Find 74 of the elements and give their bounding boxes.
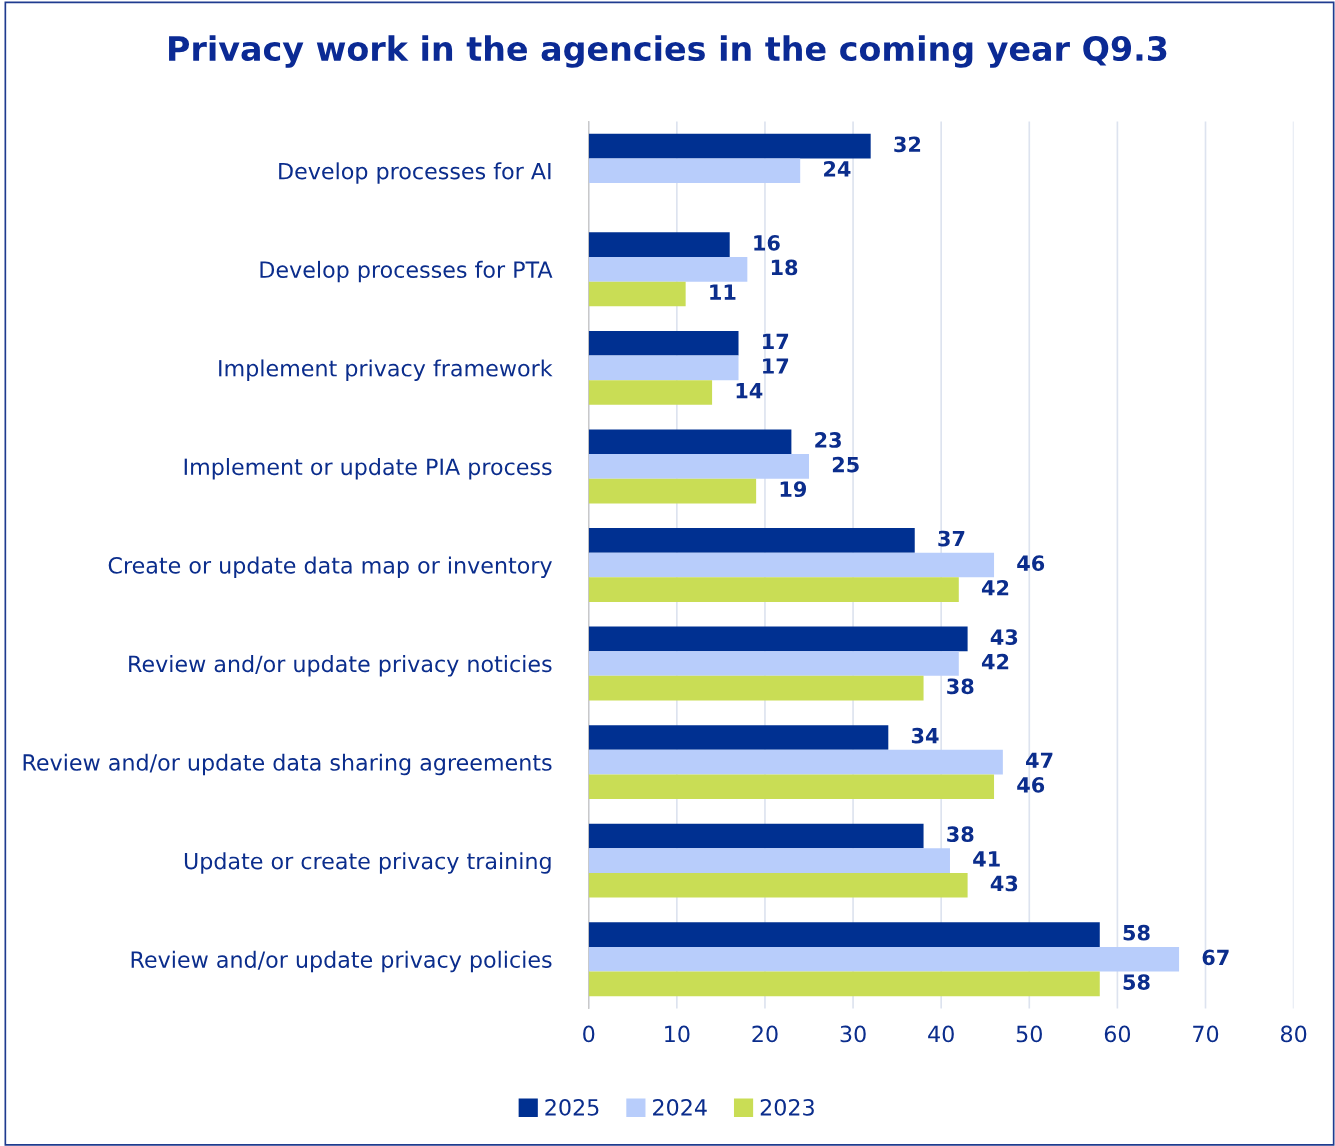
- data-label: 37: [938, 530, 965, 547]
- data-label: 43: [990, 875, 1018, 892]
- data-label: 24: [824, 161, 851, 177]
- y-tick-label: Review and/or update privacy policies: [131, 950, 552, 973]
- bar: [588, 946, 1180, 972]
- x-tick-label: 20: [752, 1025, 778, 1043]
- y-tick-label: Develop processes for PTA: [260, 260, 553, 283]
- data-label: 16: [754, 234, 780, 251]
- bar: [588, 256, 748, 282]
- bar: [588, 675, 924, 701]
- data-label: 46: [1017, 777, 1045, 793]
- y-tick-label: Implement privacy framework: [219, 359, 553, 381]
- bar: [588, 158, 801, 184]
- x-tick-label: 30: [840, 1025, 866, 1043]
- data-label: 18: [771, 259, 798, 276]
- bar: [588, 971, 1100, 997]
- data-label: 19: [780, 481, 807, 498]
- data-label: 32: [894, 136, 921, 153]
- y-tick-label: Review and/or update privacy noticies: [129, 655, 552, 677]
- bar: [588, 922, 1100, 947]
- bar: [588, 528, 915, 553]
- y-tick-label: Develop processes for AI: [279, 162, 551, 184]
- bar: [588, 626, 968, 652]
- legend-label: 2025: [545, 1098, 599, 1116]
- bar: [588, 651, 959, 676]
- bar: [588, 872, 968, 898]
- data-label: 17: [763, 333, 789, 349]
- bar: [588, 848, 950, 873]
- x-tick-label: 80: [1280, 1025, 1307, 1043]
- data-label: 38: [947, 826, 974, 843]
- bar: [588, 774, 995, 800]
- data-label: 41: [973, 851, 1000, 867]
- data-label: 25: [832, 456, 859, 473]
- data-label: 34: [911, 727, 939, 744]
- bar: [588, 380, 713, 405]
- x-tick-label: 70: [1193, 1025, 1219, 1043]
- bar: [588, 133, 871, 159]
- data-label: 38: [947, 678, 974, 695]
- x-tick-label: 10: [665, 1025, 690, 1043]
- x-tick-label: 0: [583, 1025, 595, 1043]
- y-tick-label: Implement or update PIA process: [184, 457, 552, 480]
- bar: [588, 823, 924, 849]
- data-label: 17: [763, 358, 789, 374]
- data-label: 58: [1123, 924, 1150, 941]
- bar: [588, 552, 995, 578]
- bar: [588, 330, 739, 356]
- y-tick-label: Update or create privacy training: [184, 852, 551, 874]
- data-label: 67: [1202, 949, 1229, 966]
- bar: [588, 725, 889, 750]
- data-label: 11: [710, 284, 736, 300]
- bar: [588, 355, 739, 381]
- bar: [588, 577, 959, 602]
- x-tick-label: 60: [1104, 1025, 1131, 1043]
- bar: [588, 429, 792, 455]
- bar: [588, 232, 730, 257]
- x-tick-label: 40: [928, 1025, 954, 1043]
- y-tick-label: Review and/or update data sharing agreements: [23, 753, 552, 776]
- data-label: 14: [736, 383, 763, 399]
- data-label: 23: [815, 432, 841, 448]
- data-label: 46: [1017, 555, 1045, 572]
- bar: [588, 454, 810, 479]
- data-label: 58: [1123, 974, 1150, 990]
- data-label: 42: [981, 653, 1009, 670]
- bar: [588, 749, 1003, 775]
- y-tick-label: Create or update data map or inventory: [108, 556, 552, 579]
- bar: [588, 478, 757, 504]
- data-label: 42: [981, 579, 1009, 596]
- data-label: 47: [1026, 752, 1053, 768]
- x-tick-label: 50: [1016, 1025, 1042, 1043]
- bar: [588, 281, 686, 307]
- legend-label: 2024: [653, 1098, 707, 1116]
- chart-title: Privacy work in the agencies in the coming year Q9.3: [169, 35, 1167, 68]
- legend-label: 2023: [760, 1098, 814, 1116]
- data-label: 43: [990, 629, 1018, 645]
